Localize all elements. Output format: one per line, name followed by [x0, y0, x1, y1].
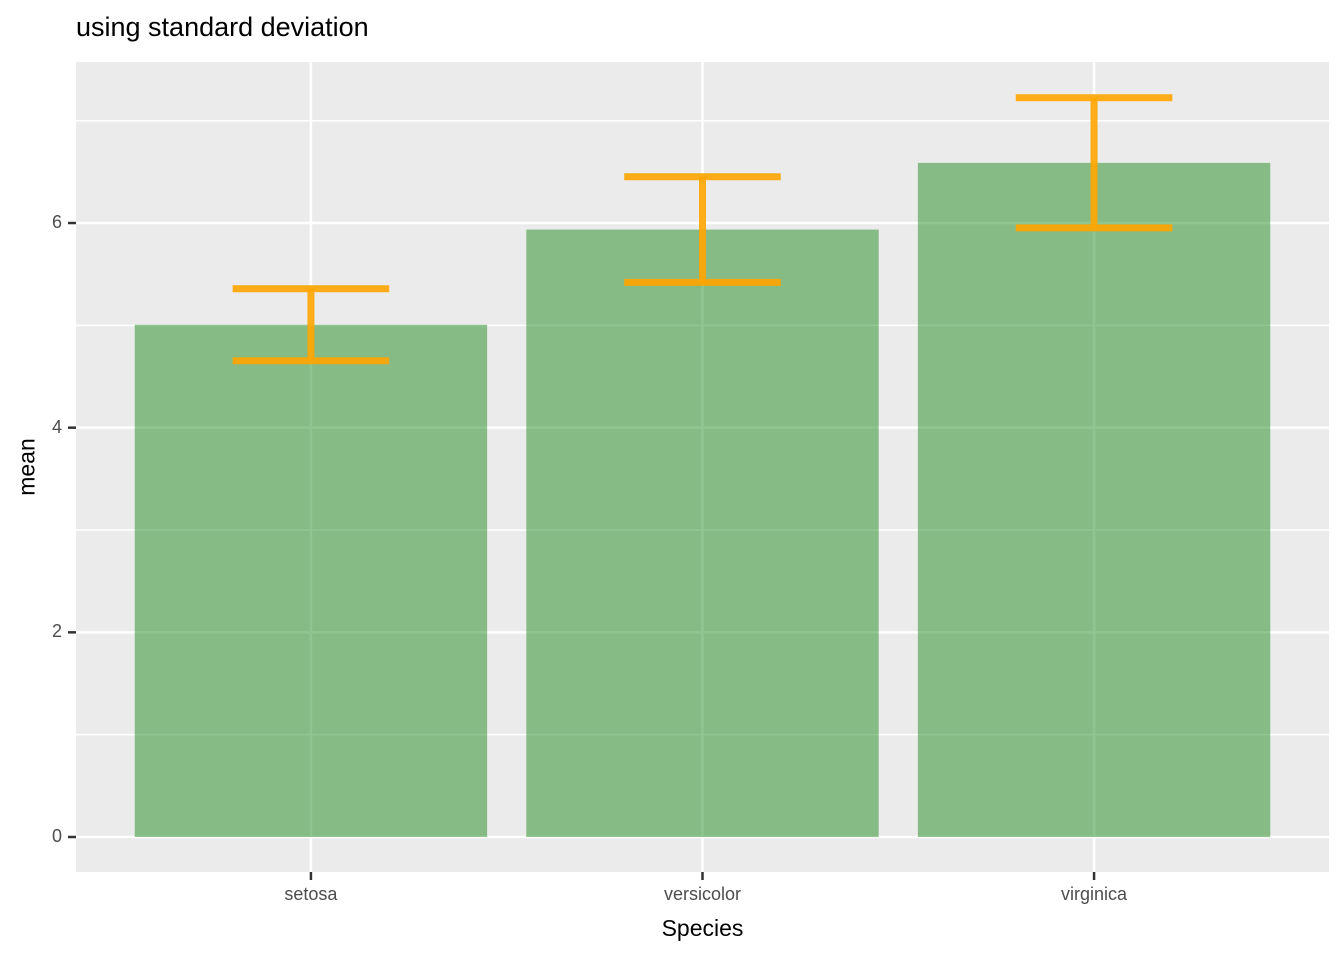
- x-axis-title: Species: [661, 915, 744, 941]
- y-axis-title: mean: [13, 438, 40, 496]
- x-tick-label-setosa: setosa: [284, 884, 338, 904]
- y-tick-label-0: 0: [51, 826, 62, 846]
- x-tick-label-virginica: virginica: [1061, 884, 1128, 904]
- bar-virginica: [917, 162, 1271, 837]
- plot-title: using standard deviation: [76, 12, 369, 42]
- y-tick-label-2: 2: [51, 621, 62, 642]
- x-tick-label-versicolor: versicolor: [663, 884, 742, 904]
- bar-setosa: [134, 324, 488, 837]
- y-tick-label-4: 4: [51, 416, 62, 437]
- y-tick-label-6: 6: [51, 212, 62, 233]
- bar-versicolor: [526, 229, 879, 838]
